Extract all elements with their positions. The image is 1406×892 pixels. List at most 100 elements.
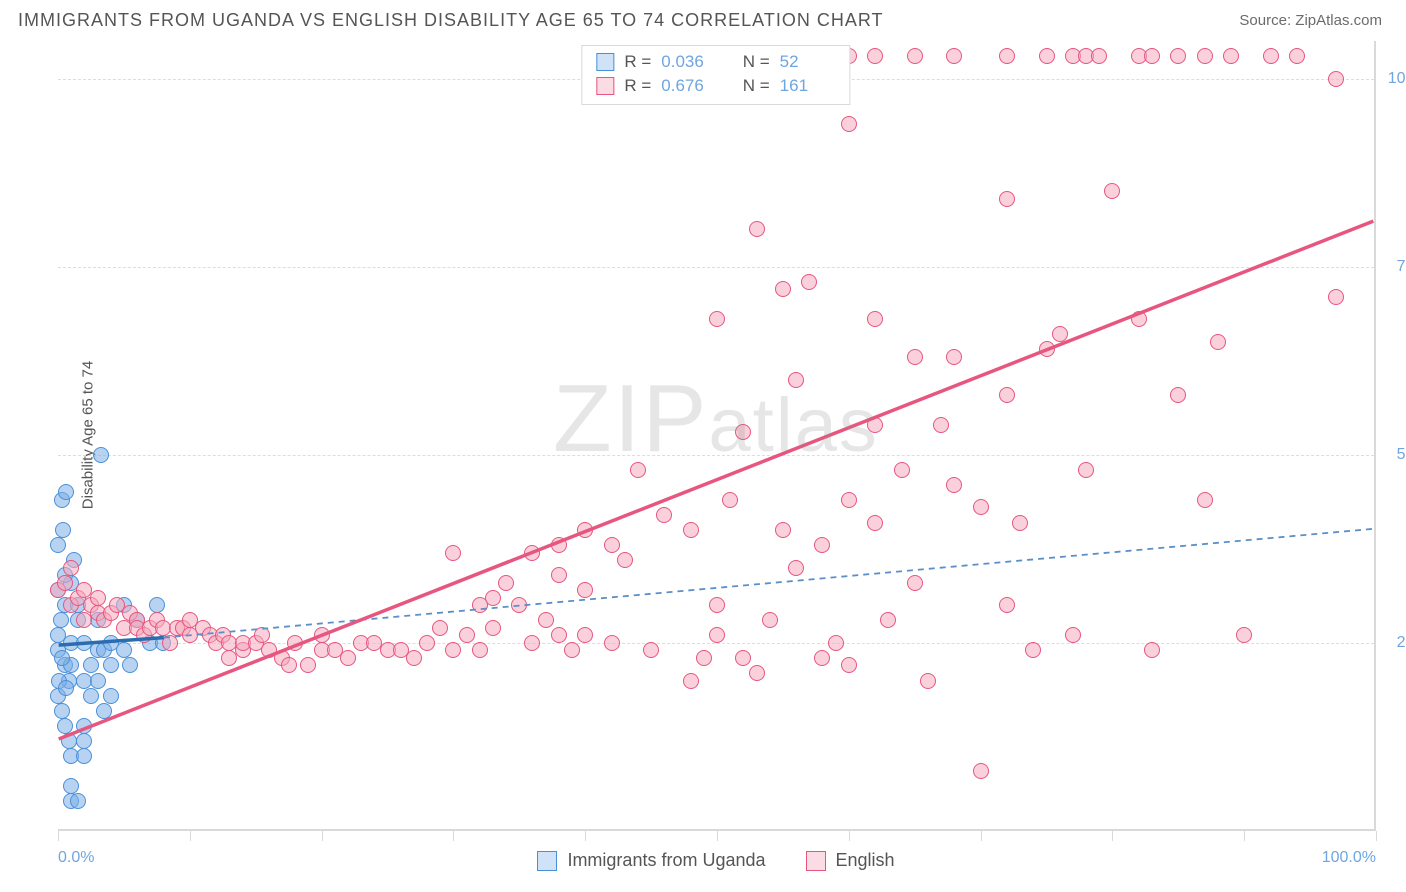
y-tick-label: 75.0% xyxy=(1397,258,1406,276)
data-point xyxy=(54,703,70,719)
data-point xyxy=(63,778,79,794)
data-point xyxy=(1236,627,1252,643)
data-point xyxy=(1197,492,1213,508)
data-point xyxy=(314,627,330,643)
data-point xyxy=(999,191,1015,207)
data-point xyxy=(577,627,593,643)
data-point xyxy=(1039,48,1055,64)
y-tick-label: 25.0% xyxy=(1397,634,1406,652)
data-point xyxy=(1144,642,1160,658)
data-point xyxy=(973,499,989,515)
data-point xyxy=(54,650,70,666)
x-tick xyxy=(849,831,850,841)
data-point xyxy=(76,748,92,764)
data-point xyxy=(524,635,540,651)
data-point xyxy=(524,545,540,561)
data-point xyxy=(920,673,936,689)
data-point xyxy=(604,537,620,553)
data-point xyxy=(50,627,66,643)
data-point xyxy=(300,657,316,673)
data-point xyxy=(1170,387,1186,403)
x-tick xyxy=(322,831,323,841)
data-point xyxy=(58,680,74,696)
data-point xyxy=(90,673,106,689)
data-point xyxy=(551,627,567,643)
x-tick xyxy=(717,831,718,841)
data-point xyxy=(116,642,132,658)
data-point xyxy=(604,635,620,651)
data-point xyxy=(867,515,883,531)
data-point xyxy=(459,627,475,643)
data-point xyxy=(485,620,501,636)
data-point xyxy=(1223,48,1239,64)
data-point xyxy=(76,733,92,749)
data-point xyxy=(564,642,580,658)
legend-label: English xyxy=(836,850,895,871)
data-point xyxy=(472,642,488,658)
data-point xyxy=(1065,627,1081,643)
data-point xyxy=(867,311,883,327)
data-point xyxy=(814,650,830,666)
data-point xyxy=(1289,48,1305,64)
data-point xyxy=(511,597,527,613)
data-point xyxy=(814,537,830,553)
data-point xyxy=(498,575,514,591)
data-point xyxy=(419,635,435,651)
data-point xyxy=(63,560,79,576)
gridline xyxy=(58,455,1374,456)
data-point xyxy=(70,793,86,809)
data-point xyxy=(90,590,106,606)
data-point xyxy=(841,492,857,508)
data-point xyxy=(643,642,659,658)
data-point xyxy=(894,462,910,478)
data-point xyxy=(735,650,751,666)
x-tick xyxy=(981,831,982,841)
x-tick xyxy=(58,831,59,841)
data-point xyxy=(1078,462,1094,478)
data-point xyxy=(788,560,804,576)
data-point xyxy=(630,462,646,478)
data-point xyxy=(1131,311,1147,327)
data-point xyxy=(76,718,92,734)
legend-item: Immigrants from Uganda xyxy=(537,850,765,871)
stats-row: R =0.676 N =161 xyxy=(596,74,831,98)
legend: Immigrants from Uganda English xyxy=(58,850,1374,871)
x-tick xyxy=(1376,831,1377,841)
data-point xyxy=(735,424,751,440)
data-point xyxy=(1012,515,1028,531)
data-point xyxy=(93,447,109,463)
data-point xyxy=(880,612,896,628)
data-point xyxy=(696,650,712,666)
data-point xyxy=(58,484,74,500)
data-point xyxy=(1210,334,1226,350)
data-point xyxy=(53,612,69,628)
stats-row: R =0.036 N =52 xyxy=(596,50,831,74)
data-point xyxy=(254,627,270,643)
data-point xyxy=(96,703,112,719)
stats-swatch xyxy=(596,53,614,71)
data-point xyxy=(867,48,883,64)
data-point xyxy=(57,575,73,591)
data-point xyxy=(749,665,765,681)
data-point xyxy=(907,48,923,64)
data-point xyxy=(57,718,73,734)
data-point xyxy=(103,688,119,704)
stats-swatch xyxy=(596,77,614,95)
data-point xyxy=(61,733,77,749)
data-point xyxy=(683,522,699,538)
data-point xyxy=(709,597,725,613)
data-point xyxy=(907,575,923,591)
data-point xyxy=(775,281,791,297)
data-point xyxy=(1328,71,1344,87)
data-point xyxy=(551,567,567,583)
data-point xyxy=(709,627,725,643)
data-point xyxy=(55,522,71,538)
data-point xyxy=(103,657,119,673)
data-point xyxy=(122,657,138,673)
data-point xyxy=(432,620,448,636)
data-point xyxy=(1052,326,1068,342)
data-point xyxy=(1039,341,1055,357)
data-point xyxy=(828,635,844,651)
data-point xyxy=(762,612,778,628)
data-point xyxy=(1197,48,1213,64)
